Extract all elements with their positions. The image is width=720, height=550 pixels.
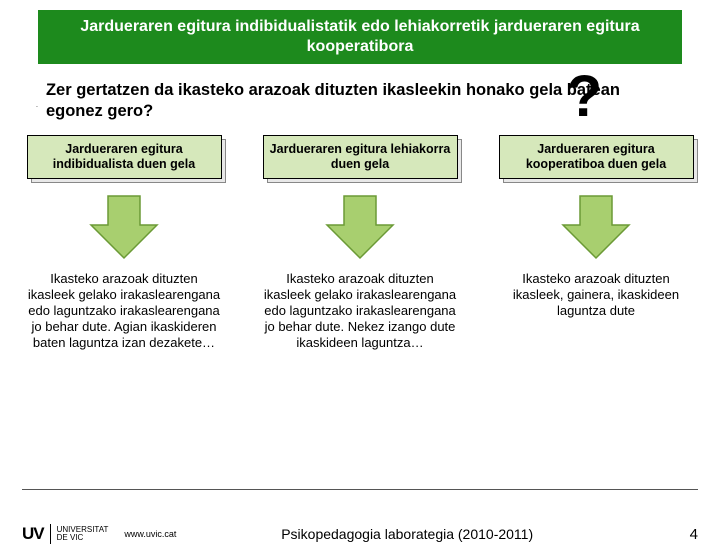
logo-uv-text: UV	[22, 524, 44, 544]
title-bar: Jardueraren egitura indibidualistatik ed…	[38, 10, 682, 64]
question-row: . Zer gertatzen da ikasteko arazoak ditu…	[36, 80, 680, 121]
logo-inst-line2: DE VIC	[57, 534, 109, 542]
arrow-down-icon	[87, 193, 161, 261]
logo-block: UV UNIVERSITAT DE VIC www.uvic.cat	[22, 524, 176, 544]
bullet-dot: .	[36, 102, 38, 109]
site-url: www.uvic.cat	[124, 529, 176, 539]
column-3-description: Ikasteko arazoak dituzten ikasleek, gain…	[496, 267, 696, 323]
column-2: Jardueraren egitura lehiakorra duen gela…	[252, 135, 468, 354]
column-3-header: Jardueraren egitura kooperatiboa duen ge…	[499, 135, 694, 179]
question-mark-large: ?	[567, 68, 602, 126]
column-3: Jardueraren egitura kooperatiboa duen ge…	[488, 135, 704, 354]
column-1-description: Ikasteko arazoak dituzten ikasleek gelak…	[24, 267, 224, 354]
column-1: Jardueraren egitura indibidualista duen …	[16, 135, 232, 354]
logo-divider	[50, 524, 51, 544]
arrow-down-icon	[323, 193, 397, 261]
column-2-header: Jardueraren egitura lehiakorra duen gela	[263, 135, 458, 179]
column-1-header-label: Jardueraren egitura indibidualista duen …	[27, 135, 222, 179]
footer-divider	[22, 489, 698, 490]
column-2-header-label: Jardueraren egitura lehiakorra duen gela	[263, 135, 458, 179]
column-2-description: Ikasteko arazoak dituzten ikasleek gelak…	[260, 267, 460, 354]
footer: UV UNIVERSITAT DE VIC www.uvic.cat Psiko…	[0, 524, 720, 544]
columns-container: Jardueraren egitura indibidualista duen …	[16, 135, 704, 354]
arrow-down-icon	[559, 193, 633, 261]
column-3-header-label: Jardueraren egitura kooperatiboa duen ge…	[499, 135, 694, 179]
column-1-header: Jardueraren egitura indibidualista duen …	[27, 135, 222, 179]
